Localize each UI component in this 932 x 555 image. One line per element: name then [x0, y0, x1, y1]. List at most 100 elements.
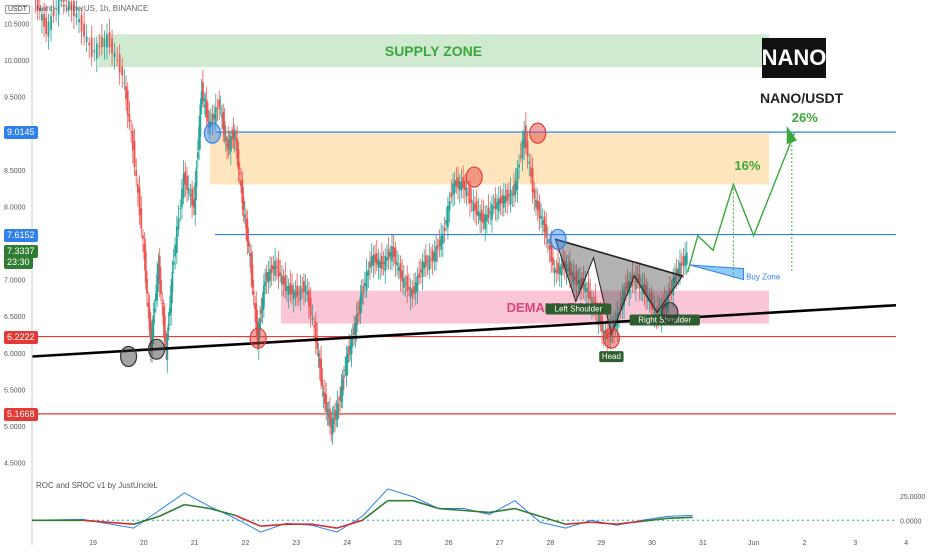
candle-body	[450, 193, 452, 198]
candle-body	[505, 196, 507, 203]
candle-body	[420, 269, 422, 272]
candle-body	[259, 318, 261, 329]
candle-body	[243, 197, 245, 209]
y-tick-label: 10.0000	[4, 58, 29, 65]
candle-body	[283, 277, 285, 284]
candle-body	[65, 0, 67, 1]
x-tick-label: 3	[853, 540, 857, 547]
candle-body	[547, 239, 549, 244]
candle-body	[311, 318, 313, 320]
candle-body	[60, 0, 62, 1]
candle-body	[278, 260, 280, 277]
candle-body	[191, 189, 193, 206]
candle-body	[357, 313, 359, 315]
candle-body	[203, 98, 205, 101]
candle-body	[437, 245, 439, 249]
candle-body	[383, 262, 385, 264]
price-badge: 7.6152	[4, 229, 38, 242]
candle-body	[535, 200, 537, 208]
candle-body	[447, 206, 449, 228]
candle-body	[423, 262, 425, 268]
candle-body	[173, 262, 175, 265]
candle-body	[88, 43, 90, 45]
symbol-label: Nano / TetherUS, 1h, BINANCE	[36, 4, 148, 13]
candle-body	[146, 279, 148, 294]
candle-body	[86, 36, 88, 42]
candle-body	[174, 245, 176, 257]
candle-body	[305, 285, 307, 291]
y-tick-label: 8.0000	[4, 204, 26, 211]
candle-body	[554, 268, 556, 274]
candle-body	[218, 100, 220, 108]
candle-body	[129, 114, 131, 122]
candle-body	[481, 210, 483, 222]
candle-body	[183, 173, 185, 198]
candle-body	[321, 379, 323, 386]
candle-body	[291, 285, 293, 294]
pivot-marker-2	[204, 123, 220, 143]
x-tick-label: 28	[547, 540, 555, 547]
candle-body	[289, 283, 291, 294]
candle-body	[252, 264, 254, 287]
candle-body	[400, 263, 402, 278]
candle-body	[142, 236, 144, 239]
candle-body	[682, 256, 684, 265]
candle-body	[467, 193, 469, 194]
candle-body	[263, 285, 265, 307]
candle-body	[253, 291, 255, 295]
candle-body	[411, 290, 413, 296]
candle-body	[303, 281, 305, 293]
candle-body	[343, 375, 345, 378]
candle-body	[104, 38, 106, 46]
candle-body	[264, 281, 266, 285]
candle-body	[76, 13, 78, 17]
indicator-scale-top: 25.0000	[900, 494, 925, 501]
candle-body	[327, 408, 329, 412]
candle-body	[439, 240, 441, 246]
sroc-segment	[261, 524, 286, 526]
candle-body	[50, 16, 52, 30]
sroc-segment	[337, 520, 362, 528]
candle-body	[538, 201, 540, 217]
candle-body	[168, 324, 170, 330]
sroc-segment	[515, 509, 540, 517]
candle-body	[427, 261, 429, 262]
price-badge: 5.1668	[4, 408, 38, 421]
candle-body	[584, 284, 586, 293]
pivot-marker-3	[250, 328, 266, 348]
candle-body	[48, 21, 50, 36]
candle-body	[544, 217, 546, 232]
currency-badge: USDT	[5, 5, 30, 14]
price-badge: 23:30	[4, 256, 33, 269]
candle-body	[135, 170, 137, 176]
candle-body	[455, 180, 457, 186]
candle-body	[271, 265, 273, 273]
candle-body	[515, 181, 517, 194]
candle-body	[410, 287, 412, 298]
candle-body	[501, 196, 503, 204]
candle-body	[444, 228, 446, 231]
candle-body	[476, 201, 478, 215]
candle-body	[308, 290, 310, 306]
candle-body	[179, 208, 181, 209]
candle-body	[408, 287, 410, 289]
candle-body	[406, 276, 408, 292]
candle-body	[398, 267, 400, 271]
x-tick-label: 26	[445, 540, 453, 547]
candle-body	[681, 263, 683, 265]
candle-body	[284, 275, 286, 291]
candle-body	[361, 292, 363, 304]
candle-body	[440, 236, 442, 250]
candle-body	[279, 272, 281, 275]
x-tick-label: 19	[89, 540, 97, 547]
candle-body	[484, 215, 486, 229]
candle-body	[238, 149, 240, 169]
candle-body	[552, 258, 554, 265]
candle-body	[234, 131, 236, 139]
candle-body	[316, 336, 318, 349]
candle-body	[598, 315, 600, 323]
candle-body	[372, 255, 374, 266]
candle-body	[248, 241, 250, 247]
candle-body	[422, 261, 424, 277]
